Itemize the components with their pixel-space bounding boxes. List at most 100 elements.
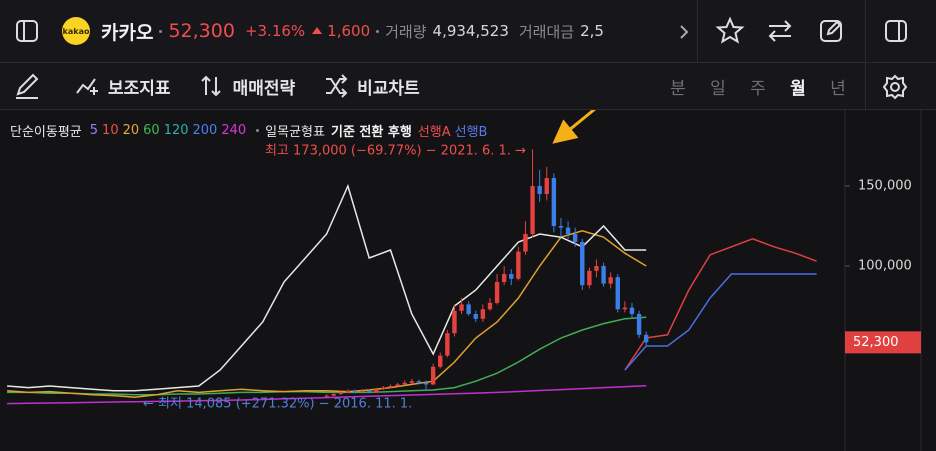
indicator-line <box>624 273 817 371</box>
candle-body <box>367 390 372 393</box>
candle-body <box>324 395 329 397</box>
candles-layer <box>324 149 649 398</box>
candle-body <box>374 389 379 393</box>
sma-period: 20 <box>122 123 140 138</box>
sma-periods: 5 10 20 60 120 200 240 <box>86 123 246 138</box>
candle-body <box>501 274 507 283</box>
tool-button[interactable]: 매매전략 <box>199 73 295 99</box>
candle-body <box>587 270 592 286</box>
indicator-line <box>7 230 647 398</box>
separator <box>256 129 260 132</box>
span-b: 선행B <box>454 125 488 140</box>
candle-body <box>388 386 393 388</box>
tool-items: 보조지표 매매전략 비교차트 <box>74 73 448 99</box>
span-a: 선행A <box>417 125 451 140</box>
candle-body <box>480 309 486 319</box>
price-label: 52,300 <box>853 335 899 350</box>
candle-body <box>487 302 493 310</box>
candle-body <box>601 266 606 284</box>
candle-body <box>594 266 599 271</box>
separator <box>159 29 163 33</box>
candle-body <box>565 227 571 235</box>
toolbar: 보조지표 매매전략 비교차트 분 일 주 월 년 <box>0 62 936 111</box>
period-tab[interactable]: 월 <box>790 78 806 99</box>
sma-period: 10 <box>102 123 119 138</box>
sma-period: 200 <box>192 123 218 138</box>
candle-body <box>409 381 415 383</box>
ichimoku-lines: 기준 전환 후행 <box>330 125 412 140</box>
draw-button[interactable] <box>0 62 62 110</box>
indicator-line <box>7 316 647 396</box>
change: 1,600 <box>327 22 371 40</box>
candle-body <box>615 277 620 310</box>
candle-body <box>558 226 564 228</box>
candle-body <box>452 310 457 334</box>
sma-period: 60 <box>143 123 160 138</box>
candle-body <box>395 384 400 387</box>
sidebar-button[interactable] <box>0 0 54 62</box>
tool-button[interactable]: 보조지표 <box>74 73 171 99</box>
y-tick-label: 100,000 <box>858 259 912 274</box>
sma-period: 240 <box>221 123 247 138</box>
candle-body <box>423 382 429 385</box>
indicator-line <box>624 237 817 371</box>
tool-icon <box>326 74 348 98</box>
pointer-arrow <box>552 102 602 144</box>
top-bar: kakao 카카오 52,300 +3.16% 1,600 거래량 4,934,… <box>0 0 936 62</box>
candle-body <box>530 186 535 235</box>
candle-body <box>516 251 521 279</box>
volume: 4,934,523 <box>432 22 509 40</box>
candle-body <box>331 394 336 396</box>
period-tab[interactable]: 분 <box>670 78 686 99</box>
change-pct: +3.16% <box>244 22 306 40</box>
tool-icon <box>76 78 98 95</box>
candle-body <box>622 307 628 310</box>
y-tick-label: 150,000 <box>858 179 912 194</box>
up-triangle <box>312 27 323 34</box>
divider <box>865 0 866 62</box>
swap-button[interactable] <box>764 16 796 46</box>
volume-label: 거래량 <box>385 22 427 41</box>
candle-body <box>572 234 578 243</box>
candle-body <box>381 387 386 390</box>
tool-label: 보조지표 <box>108 78 171 99</box>
candle-body <box>473 314 478 319</box>
candle-body <box>445 333 450 356</box>
more-button[interactable] <box>676 22 692 42</box>
candle-body <box>544 178 549 195</box>
period-tab[interactable]: 일 <box>710 78 726 99</box>
candle-body <box>438 355 443 367</box>
candle-body <box>537 186 542 195</box>
amount-label: 거래대금 <box>518 22 575 41</box>
sma-label: 단순이동평균 <box>10 125 82 140</box>
separator <box>376 29 380 33</box>
tool-button[interactable]: 비교차트 <box>323 73 420 99</box>
stock-name: 카카오 <box>101 21 154 44</box>
tool-label: 비교차트 <box>357 78 420 99</box>
sma-period: 5 <box>89 123 99 138</box>
sma-period: 120 <box>163 123 189 138</box>
high-annotation: 최고 173,000 (−69.77%) − 2021. 6. 1. → <box>265 144 526 159</box>
candle-body <box>338 392 344 395</box>
indicator-line <box>7 183 647 392</box>
candle-body <box>523 234 528 252</box>
candle-body <box>402 382 407 385</box>
edit-button[interactable] <box>816 16 848 46</box>
candle-body <box>608 277 613 284</box>
candle-body <box>345 390 351 393</box>
panel-button[interactable] <box>880 16 912 46</box>
settings-button[interactable] <box>880 72 910 102</box>
candle-body <box>352 390 358 392</box>
candle-body <box>643 334 649 343</box>
candle-body <box>359 390 365 392</box>
price-label-box <box>845 331 921 354</box>
price: 52,300 <box>168 20 235 42</box>
candle-body <box>580 242 585 286</box>
favorite-button[interactable] <box>714 16 746 46</box>
period-tab[interactable]: 년 <box>830 78 846 99</box>
lines-layer <box>7 183 817 405</box>
divider <box>865 63 866 111</box>
candle-body <box>416 381 422 383</box>
period-tab[interactable]: 주 <box>750 78 766 99</box>
